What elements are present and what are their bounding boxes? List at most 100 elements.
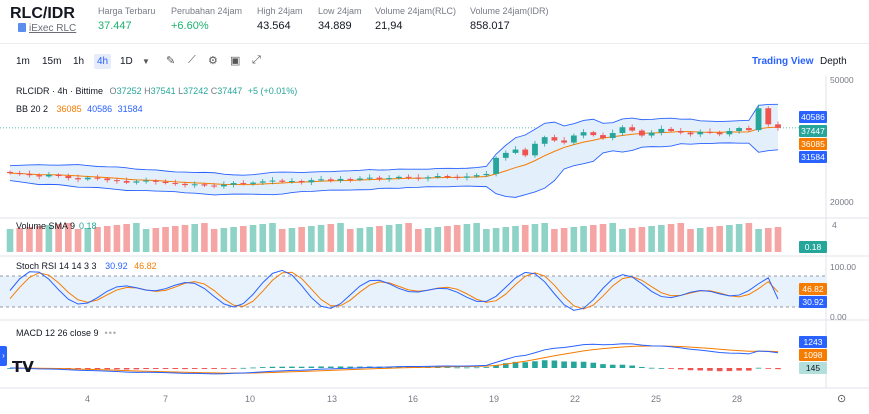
candle-body xyxy=(415,177,422,179)
macd-histogram-bar xyxy=(736,368,742,371)
volume-bar xyxy=(570,227,578,252)
volume-bar xyxy=(716,226,723,252)
stat-low: Low 24jam 34.889 xyxy=(318,6,362,32)
candle-body xyxy=(143,180,150,182)
candle-body xyxy=(269,180,276,182)
volume-bar xyxy=(181,225,189,252)
timeframe-1d[interactable]: 1D xyxy=(120,56,133,67)
candle-body xyxy=(162,181,169,184)
macd-line xyxy=(9,343,779,375)
candle-body xyxy=(551,137,558,141)
macd-histogram-bar xyxy=(590,362,597,368)
price-chart[interactable] xyxy=(0,76,869,414)
volume-bar xyxy=(764,228,772,252)
macd-histogram-bar xyxy=(444,367,451,369)
stoch-k-tag: 30.92 xyxy=(799,296,827,308)
macd-histogram-bar xyxy=(337,366,344,368)
time-axis-label: 22 xyxy=(570,394,581,404)
time-axis-label: 25 xyxy=(651,394,662,404)
volume-bar xyxy=(210,229,218,252)
candle-body xyxy=(298,180,305,183)
macd-histogram-bar xyxy=(153,368,159,369)
price-tick-top: 50000 xyxy=(830,75,854,85)
candle-body xyxy=(36,175,43,177)
candle-body xyxy=(94,177,101,179)
candle-body xyxy=(133,181,140,183)
macd-histogram-bar xyxy=(259,367,266,368)
volume-bar xyxy=(84,228,92,252)
time-axis-label: 28 xyxy=(732,394,743,404)
volume-bar xyxy=(395,224,403,252)
macd-histogram-bar xyxy=(561,361,567,368)
bb-middle-tag: 36085 xyxy=(799,138,827,150)
drawing-tool-icon[interactable]: ✎ xyxy=(166,55,176,67)
bb-lower-tag: 31584 xyxy=(799,151,827,163)
auto-scale-icon[interactable]: ⊙ xyxy=(837,393,847,405)
candle-body xyxy=(230,183,237,185)
settings-gear-icon[interactable]: ⚙ xyxy=(208,55,218,67)
volume-bar xyxy=(240,226,247,252)
stat-last-price: Harga Terbaru 37.447 xyxy=(98,6,156,32)
volume-bar xyxy=(551,229,558,252)
volume-bar xyxy=(35,226,43,252)
candle-body xyxy=(668,128,674,131)
macd-histogram-bar xyxy=(269,366,276,368)
volume-bar xyxy=(706,227,714,252)
macd-histogram-bar xyxy=(609,364,616,368)
candle-body xyxy=(425,177,431,179)
macd-histogram-bar xyxy=(289,366,295,368)
candle-body xyxy=(502,152,509,158)
indicators-icon[interactable]: ⟋ xyxy=(188,54,196,66)
candle-body xyxy=(182,183,188,186)
volume-bar xyxy=(74,229,82,252)
timeframe-1m[interactable]: 1m xyxy=(16,56,30,67)
volume-bar xyxy=(667,224,675,252)
macd-histogram-bar xyxy=(502,363,509,368)
candle-body xyxy=(648,132,655,136)
macd-histogram-bar xyxy=(396,366,402,368)
save-icon[interactable]: ▣ xyxy=(230,55,241,67)
bollinger-legend: BB 20 2 36085 40586 31584 xyxy=(16,104,143,114)
macd-histogram-bar xyxy=(143,368,149,370)
macd-histogram-bar xyxy=(697,368,704,371)
coin-name-link[interactable]: iExec RLC xyxy=(18,23,76,34)
candle-body xyxy=(65,176,72,179)
macd-histogram-bar xyxy=(201,368,208,369)
volume-bar xyxy=(609,223,617,252)
candle-body xyxy=(755,108,762,131)
fullscreen-icon[interactable]: ⤢ xyxy=(252,54,261,66)
candle-body xyxy=(123,180,130,183)
tab-depth[interactable]: Depth xyxy=(820,56,847,67)
timeframe-1h[interactable]: 1h xyxy=(73,56,85,67)
volume-bar xyxy=(278,229,286,252)
macd-histogram-bar xyxy=(240,367,247,369)
macd-histogram-bar xyxy=(347,366,354,368)
macd-histogram-bar xyxy=(123,368,130,370)
candle-body xyxy=(745,128,752,131)
candle-body xyxy=(629,127,636,131)
macd-histogram-bar xyxy=(473,367,480,369)
volume-bar xyxy=(337,223,344,252)
macd-histogram-bar xyxy=(765,368,772,369)
volume-bar xyxy=(531,224,539,252)
candle-body xyxy=(308,180,315,183)
timeframe-15m[interactable]: 15m xyxy=(42,56,62,67)
candle-body xyxy=(454,176,461,178)
timeframe-dropdown-icon[interactable]: ▼ xyxy=(142,57,150,66)
pair-title: RLC/IDR xyxy=(10,5,75,22)
candle-body xyxy=(464,176,470,178)
expand-panel-icon[interactable]: › xyxy=(0,346,7,366)
candle-body xyxy=(707,131,713,133)
candle-body xyxy=(376,177,383,179)
candle-body xyxy=(765,108,772,125)
tab-trading-view[interactable]: Trading View xyxy=(752,56,814,67)
stoch-legend: Stoch RSI 14 14 3 3 30.92 46.82 xyxy=(16,261,157,271)
timeframe-4h[interactable]: 4h xyxy=(94,54,112,69)
candle-body xyxy=(26,173,33,176)
macd-histogram-bar xyxy=(328,366,334,368)
volume-bar xyxy=(424,228,432,252)
candle-body xyxy=(45,174,52,177)
macd-histogram-bar xyxy=(658,367,665,369)
volume-bar xyxy=(103,226,111,252)
volume-bar xyxy=(658,225,665,252)
